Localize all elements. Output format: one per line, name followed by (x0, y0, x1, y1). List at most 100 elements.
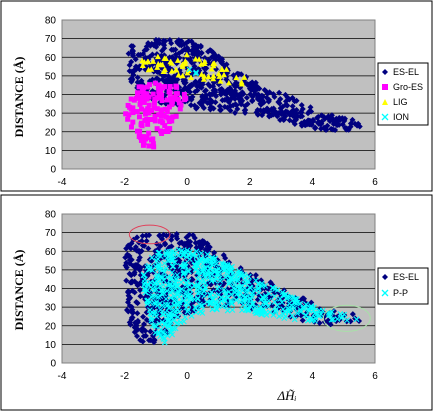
bottom-p-p-point (154, 273, 161, 280)
top-lig-point (233, 74, 240, 81)
top-es-el-point (199, 81, 206, 88)
top-es-el-point (129, 50, 136, 57)
top-es-el-point (232, 109, 239, 116)
top-lig-point (174, 57, 181, 63)
bottom-p-p-point (252, 277, 259, 284)
top-gro-es-point (128, 124, 134, 130)
bottom-p-p-point (207, 292, 214, 299)
top-gro-es-point (160, 85, 166, 91)
bottom-p-p-point (236, 285, 243, 292)
bottom-es-el-point (265, 296, 272, 303)
bottom-p-p-point (160, 281, 167, 288)
top-es-el-point (232, 79, 239, 86)
bottom-p-p-point (147, 298, 153, 305)
bottom-y-tick-label: 10 (45, 340, 57, 351)
top-es-el-point (128, 43, 135, 50)
top-lig-point (223, 66, 230, 72)
top-lig-point (225, 79, 232, 86)
top-es-el-point (290, 113, 297, 120)
bottom-p-p-point (289, 294, 296, 301)
bottom-p-p-point (344, 317, 350, 324)
top-gro-es-point (157, 118, 163, 124)
top-es-el-point (242, 102, 249, 109)
top-es-el-point (171, 73, 178, 80)
top-x-tick-label: 4 (310, 177, 316, 188)
bottom-p-p-point (168, 257, 175, 264)
bottom-p-p-point (307, 304, 313, 311)
bottom-p-p-point (167, 328, 174, 334)
bottom-p-p-point (316, 312, 323, 319)
top-lig-point (217, 78, 224, 84)
bottom-p-p-point (279, 289, 286, 296)
top-es-el-point (152, 39, 159, 46)
bottom-p-p-point (215, 291, 222, 298)
bottom-p-p-point (186, 282, 193, 289)
top-lig-point (238, 80, 245, 87)
top-lig-point (167, 58, 174, 65)
bottom-p-p-point (241, 280, 248, 287)
bottom-x-tick-label: 4 (310, 371, 316, 382)
bottom-p-p-point (184, 308, 191, 315)
bottom-es-el-point (299, 317, 306, 324)
bottom-p-p-point (223, 303, 229, 310)
top-es-el-point (255, 93, 262, 100)
bottom-p-p-point (198, 308, 204, 314)
bottom-p-p-point (328, 316, 335, 323)
bottom-p-p-point (191, 282, 198, 289)
top-gro-es-point (176, 100, 182, 106)
top-es-el-point (242, 107, 249, 114)
bottom-legend-box (377, 267, 429, 305)
bottom-es-el-point (133, 299, 140, 306)
top-lig-point (154, 53, 161, 60)
bottom-p-p-point (180, 293, 187, 299)
top-y-tick-label: 40 (45, 90, 57, 101)
top-gro-es-point (177, 106, 183, 112)
bottom-es-el-point (134, 261, 141, 268)
bottom-p-p-point (271, 293, 278, 300)
bottom-es-el-point (206, 244, 213, 251)
top-es-el-point (289, 103, 296, 110)
bottom-es-el-point (237, 265, 244, 272)
top-lig-point (210, 72, 217, 79)
bottom-p-p-point (157, 306, 164, 313)
top-es-el-point (308, 108, 315, 115)
bottom-p-p-point (277, 296, 284, 302)
top-lig-point (208, 66, 215, 72)
top-lig-point (182, 60, 189, 67)
top-es-el-point (252, 86, 259, 93)
top-points (123, 36, 363, 150)
bottom-p-p-point (285, 306, 292, 312)
top-gro-es-point (150, 141, 156, 147)
bottom-es-el-point (131, 278, 138, 285)
bottom-p-p-point (175, 290, 182, 297)
bottom-p-p-point (170, 248, 177, 255)
top-gro-es-point (173, 83, 179, 89)
bottom-p-p-point (164, 303, 170, 309)
bottom-es-el-point (131, 271, 138, 278)
top-es-el-point (354, 122, 361, 129)
bottom-es-el-point (122, 262, 129, 269)
bottom-p-p-point (237, 290, 244, 296)
bottom-p-p-point (213, 275, 219, 282)
bottom-p-p-point (284, 293, 291, 300)
bottom-p-p-point (187, 294, 194, 301)
top-es-el-point (321, 124, 328, 131)
bottom-p-p-point (180, 271, 187, 278)
bottom-es-el-point (280, 304, 287, 311)
top-es-el-point (264, 90, 271, 97)
bottom-p-p-point (183, 249, 190, 256)
top-gro-es-point (151, 100, 157, 106)
top-lig-point (182, 58, 189, 64)
bottom-es-el-point (134, 282, 141, 289)
bottom-es-el-point (189, 276, 196, 283)
bottom-es-el-point (139, 338, 146, 345)
bottom-es-el-point (226, 259, 233, 266)
bottom-p-p-point (193, 305, 199, 312)
top-es-el-point (192, 52, 199, 59)
bottom-y-axis-label: DISTANCE (Å) (12, 250, 26, 331)
bottom-p-p-point (141, 286, 148, 293)
top-x-tick-label: 0 (184, 177, 190, 188)
top-gro-es-point (154, 106, 160, 112)
top-es-el-point (162, 38, 169, 45)
